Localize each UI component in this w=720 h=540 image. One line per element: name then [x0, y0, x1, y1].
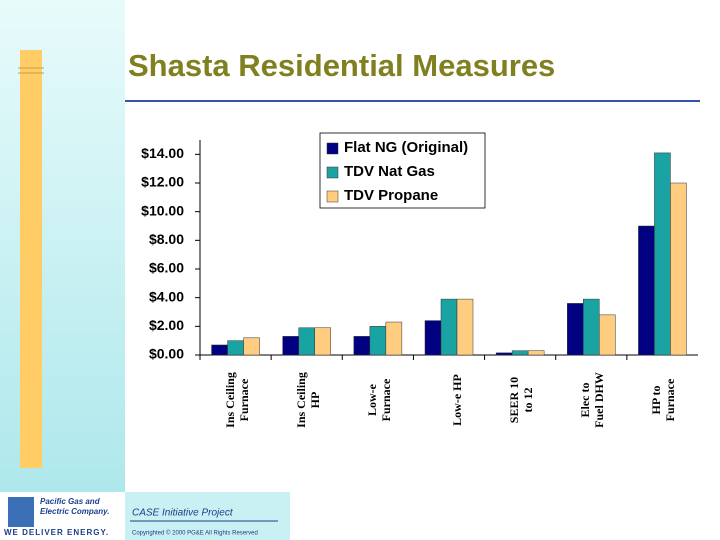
legend-box — [319, 132, 486, 209]
bar — [638, 225, 655, 356]
bar — [369, 326, 387, 356]
x-tick-label: Ins Ceiling Furnace — [222, 372, 251, 428]
bar — [440, 298, 458, 356]
company-name: Pacific Gas and — [40, 497, 101, 506]
bar — [599, 314, 616, 356]
bar — [424, 320, 442, 356]
legend-label: Flat NG (Original) — [344, 139, 468, 156]
slide-title: Shasta Residential Measures — [128, 48, 555, 83]
bar — [314, 327, 331, 356]
x-tick-label: SEER 10 to 12 — [507, 376, 536, 424]
bar — [511, 350, 529, 356]
slogan: WE DELIVER ENERGY. — [4, 528, 109, 537]
y-tick-label: $10.00 — [141, 202, 184, 218]
bar — [353, 336, 371, 356]
legend-swatch — [326, 166, 339, 179]
bar — [385, 321, 403, 356]
side-band — [0, 0, 125, 540]
legend-swatch — [326, 190, 339, 203]
bar — [567, 303, 584, 356]
company-name: Electric Company. — [40, 507, 110, 516]
y-tick-label: $8.00 — [149, 231, 184, 247]
accent-bar — [20, 50, 42, 468]
legend-swatch — [326, 142, 339, 155]
y-tick-label: $4.00 — [149, 288, 184, 304]
bar — [583, 298, 600, 356]
y-tick-label: $6.00 — [149, 260, 184, 276]
copyright: Copyrighted © 2000 PG&E All Rights Reser… — [132, 530, 258, 537]
x-tick-label: Elec to Fuel DHW — [578, 372, 607, 428]
bar — [495, 352, 513, 356]
bar — [243, 337, 260, 356]
bar — [456, 298, 474, 356]
y-tick-label: $12.00 — [141, 174, 184, 190]
bar — [670, 182, 687, 356]
project-label: CASE Initiative Project — [132, 508, 234, 519]
y-tick-label: $2.00 — [149, 317, 184, 333]
bar — [527, 350, 545, 356]
logo-mark — [8, 497, 34, 527]
y-tick-label: $0.00 — [149, 346, 184, 362]
x-tick-label: Low-e Furnace — [364, 378, 393, 422]
legend-label: TDV Propane — [344, 187, 438, 204]
x-tick-label: HP to Furnace — [649, 378, 678, 422]
bar — [211, 344, 228, 356]
bar — [298, 327, 315, 356]
bar — [654, 152, 671, 356]
x-tick-label: Low-e HP — [450, 374, 464, 426]
legend-label: TDV Nat Gas — [344, 163, 435, 180]
x-tick-label: Ins Ceiling HP — [293, 372, 322, 428]
y-tick-label: $14.00 — [141, 145, 184, 161]
bar — [227, 340, 244, 356]
bar — [282, 336, 299, 356]
